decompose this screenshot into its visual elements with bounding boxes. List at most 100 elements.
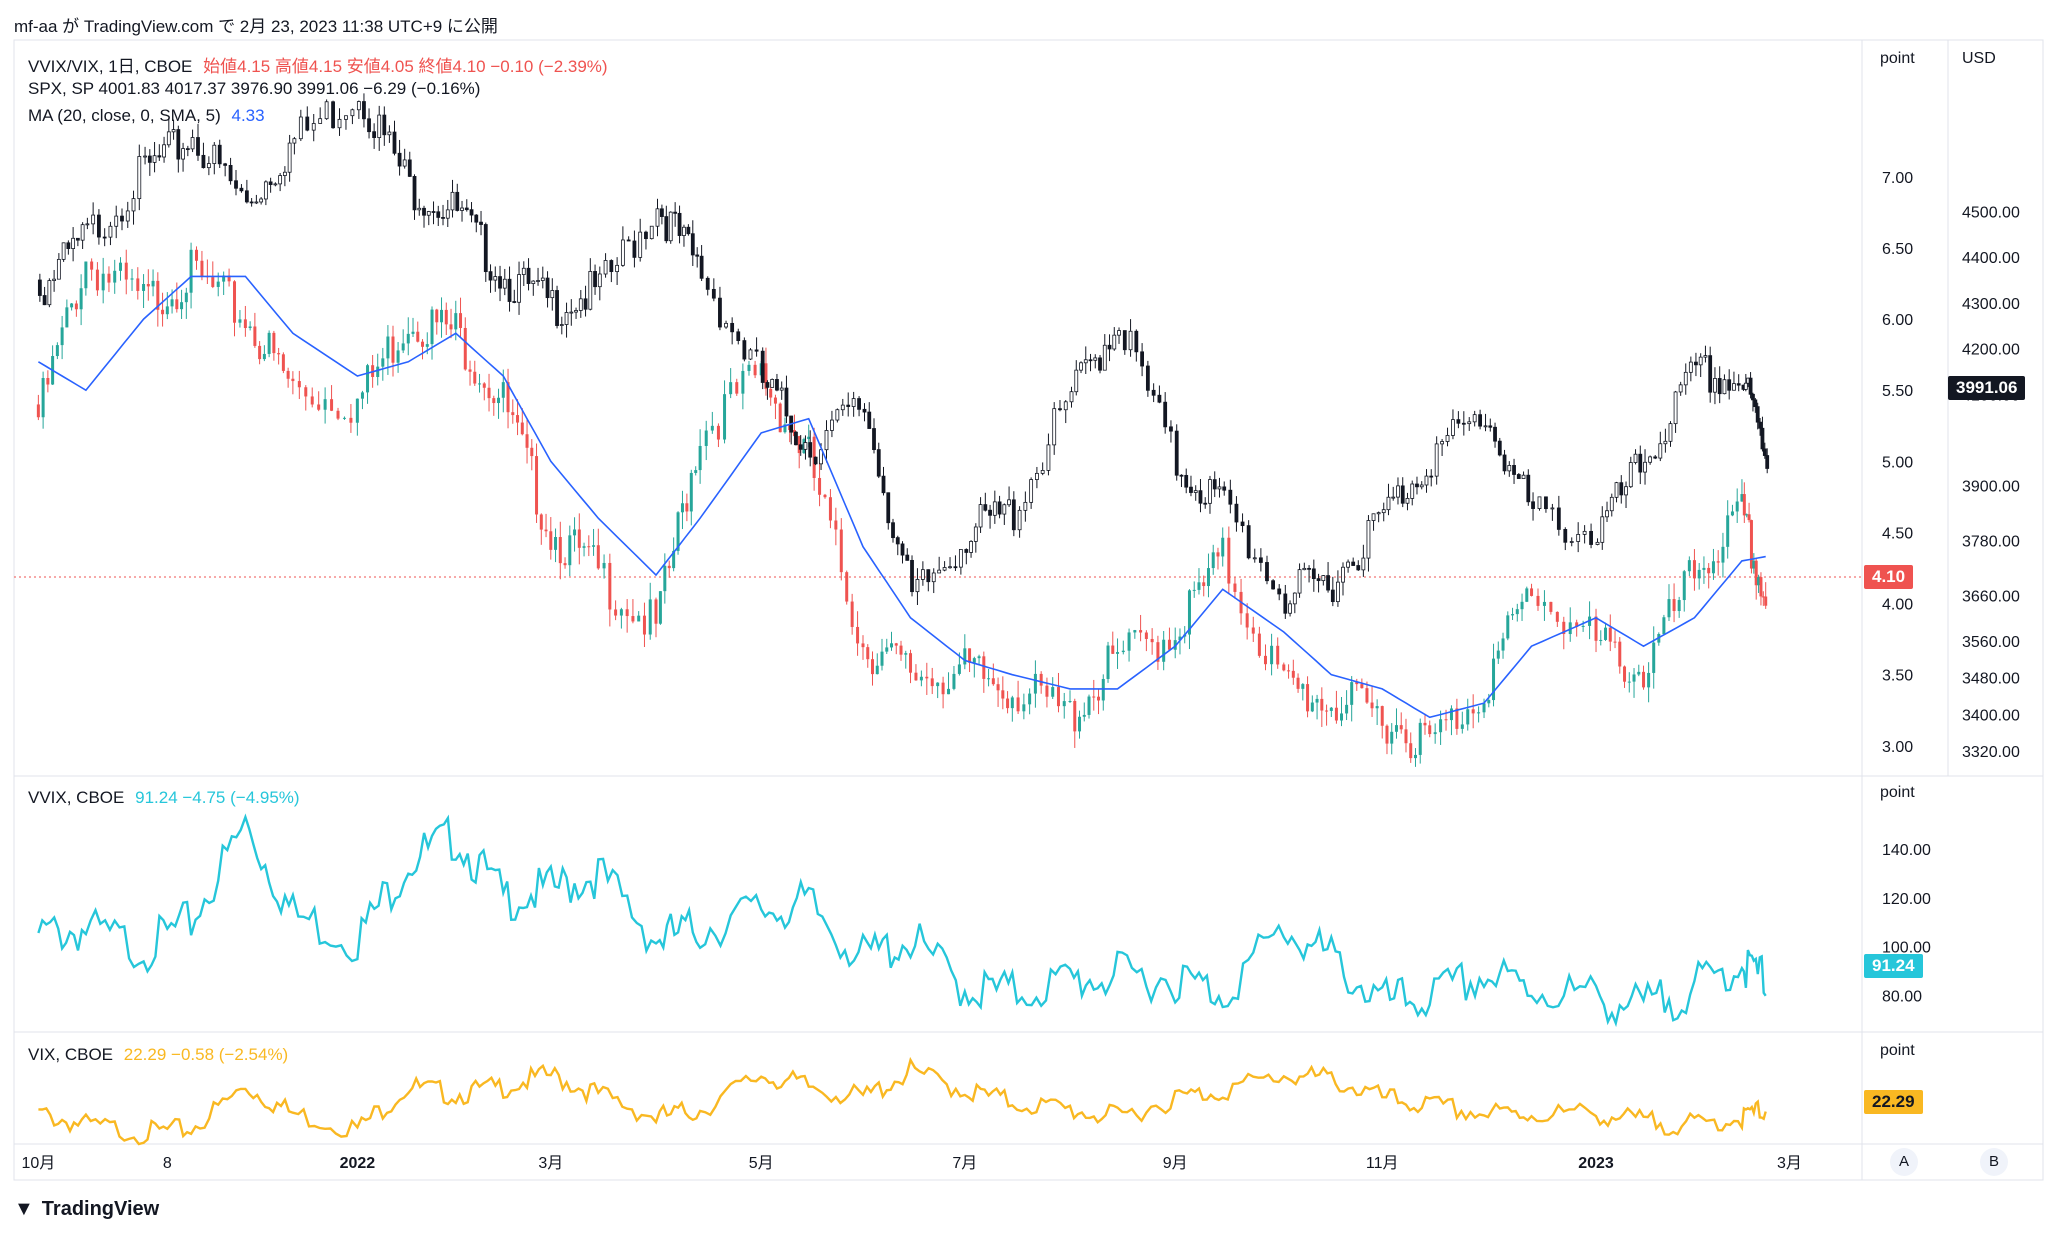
ratio-candle: [336, 410, 340, 419]
spx-candle: [835, 409, 840, 421]
legend-vix: VIX, CBOE 22.29 −0.58 (−2.54%): [28, 1045, 288, 1065]
auto-scale-button-a[interactable]: A: [1890, 1148, 1918, 1176]
ratio-candle: [1270, 645, 1274, 665]
spx-candle: [615, 264, 620, 273]
ratio-tick-label: 3.50: [1882, 668, 1913, 685]
spx-candle: [131, 198, 136, 212]
ratio-candle: [396, 350, 400, 363]
spx-candle: [249, 201, 254, 204]
spx-candle: [876, 449, 881, 477]
spx-candle: [1556, 507, 1561, 530]
spx-candle: [1736, 383, 1741, 386]
spx-candle: [1145, 365, 1150, 391]
time-tick-label: 3月: [538, 1155, 563, 1172]
ratio-candle: [1716, 561, 1720, 563]
spx-candle: [1576, 534, 1581, 542]
spx-candle: [649, 225, 654, 240]
ratio-candle: [1721, 546, 1725, 563]
spx-candle: [644, 231, 648, 240]
spx-candle: [1713, 378, 1717, 393]
spx-candle: [350, 109, 355, 117]
ratio-candle: [667, 565, 671, 569]
spx-candle: [682, 226, 686, 236]
spx-candle: [1589, 530, 1593, 545]
ratio-candle: [856, 626, 860, 644]
spx-tick-label: 4200.00: [1962, 342, 2020, 359]
spx-tick-label: 3320.00: [1962, 744, 2020, 761]
ratio-candle: [211, 277, 215, 287]
ratio-candle: [281, 354, 285, 371]
time-tick-label: 2023: [1578, 1155, 1614, 1172]
spx-candle: [367, 118, 371, 133]
spx-candle: [1703, 355, 1708, 358]
ratio-candle: [818, 477, 822, 495]
ratio-candle: [741, 370, 745, 394]
spx-candle: [695, 254, 700, 257]
ratio-candle: [1216, 552, 1220, 557]
spx-candle: [1638, 453, 1643, 473]
spx-candle: [550, 290, 555, 299]
spx-candle: [474, 214, 479, 223]
ratio-candle: [1742, 494, 1746, 516]
spx-candle: [254, 201, 259, 204]
ratio-candle: [349, 417, 353, 423]
auto-scale-button-b[interactable]: B: [1980, 1148, 2008, 1176]
ratio-candle: [861, 643, 865, 648]
spx-candle: [905, 554, 910, 561]
spx-candle: [699, 255, 704, 279]
ratio-tick-label: 5.00: [1882, 454, 1913, 471]
ratio-candle: [563, 563, 567, 566]
spx-candle: [362, 101, 366, 120]
ratio-candle: [936, 682, 940, 687]
ratio-candle: [658, 591, 662, 624]
ratio-candle: [1418, 722, 1422, 755]
ratio-candle: [1662, 617, 1666, 635]
spx-candle: [412, 176, 417, 211]
spx-candle: [603, 260, 608, 275]
ratio-candle: [680, 503, 684, 513]
ratio-candle: [1233, 583, 1237, 592]
ratio-candle: [1121, 650, 1125, 653]
spx-candle: [690, 233, 695, 256]
spx-candle: [1088, 359, 1093, 362]
ratio-candle: [608, 562, 612, 610]
ratio-candle: [1487, 700, 1491, 704]
ratio-candle: [685, 503, 689, 512]
ratio-candle: [1276, 645, 1280, 665]
ratio-candle: [1726, 515, 1730, 547]
ratio-candle: [1097, 696, 1101, 701]
ratio-candle: [890, 643, 894, 648]
spx-candle: [588, 271, 593, 310]
ratio-candle: [1647, 672, 1651, 688]
ratio-candle: [1515, 609, 1519, 615]
spx-candle: [770, 379, 775, 388]
spx-candle: [1440, 441, 1444, 445]
ratio-candle: [1039, 673, 1043, 686]
spx-candle: [724, 322, 728, 328]
ratio-candle: [1642, 671, 1646, 688]
ratio-candles: [36, 242, 1768, 767]
spx-candle: [1046, 444, 1051, 471]
legend-ma-label: MA (20, close, 0, SMA, 5): [28, 106, 221, 125]
ratio-candle: [330, 399, 334, 411]
ratio-candle: [1016, 697, 1020, 712]
ratio-candle: [957, 664, 961, 674]
spx-candle: [578, 298, 583, 311]
spx-tick-label: 3660.00: [1962, 588, 2020, 605]
spx-candle: [569, 311, 574, 314]
spx-candle: [422, 207, 426, 216]
spx-candle: [102, 236, 107, 239]
spx-candle: [212, 144, 217, 164]
spx-candle: [488, 271, 493, 281]
spx-candle: [190, 137, 195, 150]
ratio-candle: [1759, 577, 1763, 597]
spx-tick-label: 4500.00: [1962, 204, 2020, 221]
ratio-candle: [642, 615, 646, 635]
ratio-candle: [233, 281, 237, 323]
tradingview-logo[interactable]: ▼ TradingView: [14, 1198, 159, 1221]
ratio-candle: [991, 678, 995, 685]
ratio-candle: [1139, 630, 1143, 633]
spx-candle: [1600, 516, 1605, 543]
ratio-candle: [435, 309, 439, 323]
